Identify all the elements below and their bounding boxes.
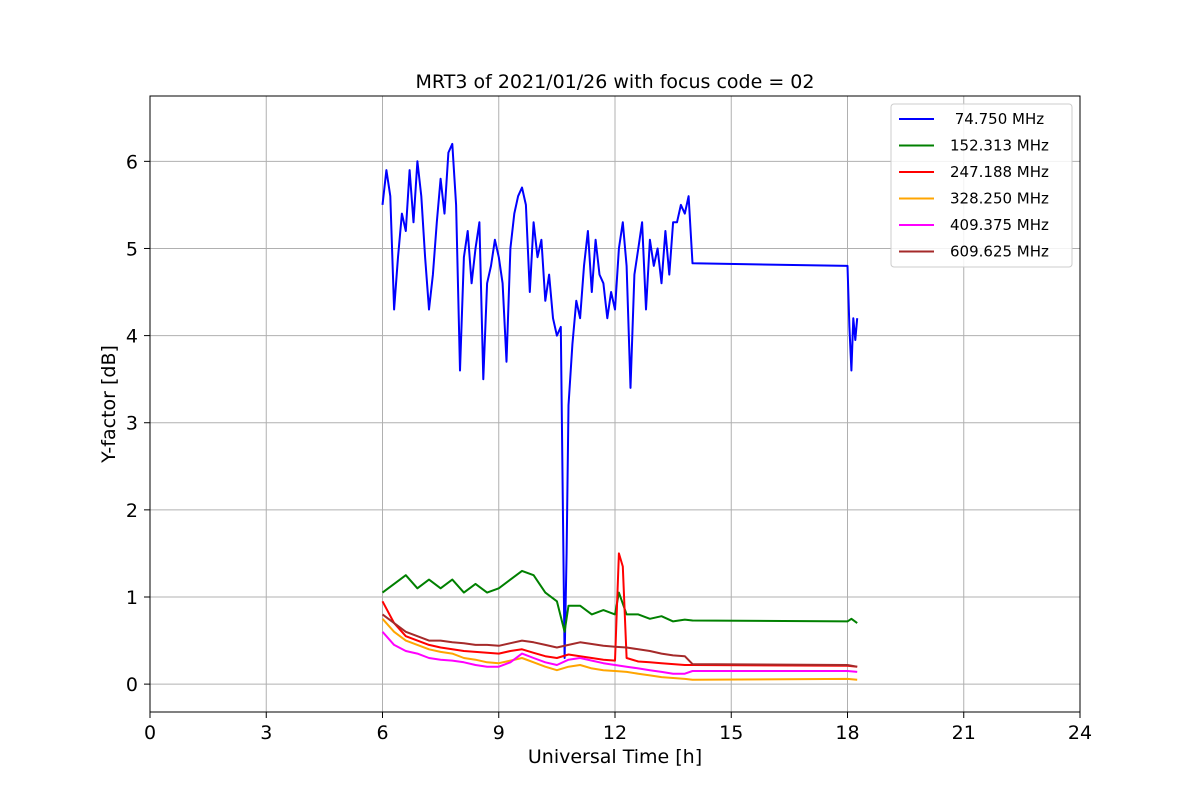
series-line-0: [381, 142, 859, 659]
x-tick-label: 3: [260, 722, 272, 744]
legend: 74.750 MHz 152.313 MHz 247.188 MHz 328.250 …: [890, 103, 1073, 268]
x-axis-label: Universal Time [h]: [528, 746, 702, 768]
x-tick-label: 0: [144, 722, 156, 744]
legend-box: [890, 103, 1073, 268]
x-tick-label: 21: [952, 722, 976, 744]
y-tick-label: 0: [126, 674, 138, 696]
series-line-5: [381, 613, 858, 668]
legend-label: 328.250 MHz: [950, 190, 1049, 208]
x-tick-label: 12: [603, 722, 627, 744]
x-tick-label: 6: [376, 722, 388, 744]
legend-label: 247.188 MHz: [950, 163, 1049, 181]
y-tick-label: 2: [126, 500, 138, 522]
y-tick-label: 3: [126, 413, 138, 435]
legend-label: 609.625 MHz: [950, 243, 1049, 261]
series-line-2: [381, 552, 858, 668]
y-tick-label: 1: [126, 587, 138, 609]
legend-label: 152.313 MHz: [950, 137, 1049, 155]
y-tick-label: 4: [126, 326, 138, 348]
y-tick-label: 5: [126, 238, 138, 260]
chart-title: MRT3 of 2021/01/26 with focus code = 02: [416, 71, 815, 93]
plot-series: [381, 142, 859, 681]
y-axis-label: Y-factor [dB]: [98, 345, 120, 464]
x-tick-label: 9: [493, 722, 505, 744]
x-tick-label: 15: [719, 722, 743, 744]
y-tick-label: 6: [126, 151, 138, 173]
series-line-1: [381, 569, 858, 633]
legend-label: 409.375 MHz: [950, 216, 1049, 234]
legend-label: 74.750 MHz: [950, 110, 1044, 128]
series-line-4: [381, 631, 858, 675]
series-line-3: [381, 618, 858, 681]
x-tick-label: 18: [835, 722, 859, 744]
x-tick-label: 24: [1068, 722, 1092, 744]
